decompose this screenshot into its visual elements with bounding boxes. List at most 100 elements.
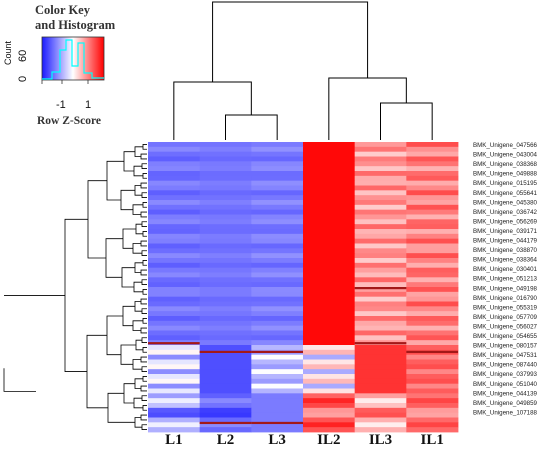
heatmap-cell <box>251 142 304 148</box>
heatmap-cell <box>251 296 304 302</box>
row-label: BMK_Unigene_038368 <box>473 161 538 168</box>
heatmap-cell <box>251 291 304 298</box>
heatmap-cell <box>303 354 356 360</box>
heatmap-cell <box>406 364 459 370</box>
heatmap-cell <box>406 195 459 201</box>
heatmap-cell <box>251 354 304 360</box>
heatmap-cell <box>406 335 459 341</box>
heatmap-cell <box>148 214 201 220</box>
heatmap-cell <box>406 272 459 278</box>
heatmap-cell <box>148 422 201 428</box>
heatmap-cell <box>303 185 356 191</box>
heatmap-cell <box>251 151 304 157</box>
heatmap-cell <box>148 209 201 215</box>
color-key-gradient <box>41 36 105 81</box>
heatmap-cell <box>148 417 201 423</box>
heatmap-cell <box>303 161 356 167</box>
heatmap-cell <box>251 340 304 346</box>
heatmap-cell <box>354 383 407 389</box>
heatmap-cell <box>148 359 201 365</box>
heatmap-cell <box>354 359 407 365</box>
heatmap-cell <box>148 374 201 380</box>
heatmap-cell <box>303 195 356 201</box>
row-label: BMK_Unigene_051213 <box>473 276 538 283</box>
heatmap-cell <box>148 407 201 414</box>
heatmap-cell <box>303 142 356 148</box>
heatmap-cell <box>354 287 407 290</box>
row-label: BMK_Unigene_057709 <box>473 314 538 321</box>
heatmap-cell <box>303 378 356 385</box>
heatmap-cell <box>406 190 459 196</box>
heatmap-cell <box>354 403 407 409</box>
heatmap-cell <box>406 427 459 433</box>
heatmap-cell <box>354 369 407 375</box>
heatmap-cell <box>251 229 304 235</box>
heatmap-cell <box>406 282 459 288</box>
heatmap-cell <box>406 219 459 225</box>
heatmap-cell <box>354 412 407 418</box>
heatmap-cell <box>303 258 356 264</box>
row-label: BMK_Unigene_051040 <box>473 381 538 388</box>
heatmap-cell <box>251 330 304 336</box>
heatmap-cell <box>303 335 356 341</box>
heatmap-cell <box>199 180 252 186</box>
heatmap-cell <box>199 267 252 273</box>
heatmap-cell <box>251 335 304 341</box>
heatmap-cell <box>406 422 459 428</box>
heatmap-cell <box>148 229 201 235</box>
heatmap-cell <box>199 253 252 259</box>
heatmap-cell <box>199 296 252 302</box>
heatmap-cell <box>199 398 252 404</box>
heatmap-cell <box>354 195 407 201</box>
heatmap-cell <box>303 374 356 380</box>
heatmap-cell <box>303 364 356 370</box>
heatmap-cell <box>406 287 459 293</box>
heatmap-cell <box>303 200 356 206</box>
heatmap-cell <box>251 422 304 428</box>
heatmap-cell <box>148 378 201 385</box>
heatmap-cell <box>303 166 356 172</box>
heatmap-cell <box>303 330 356 336</box>
heatmap-cell <box>406 388 459 394</box>
heatmap-cell <box>354 398 407 404</box>
heatmap-cell <box>354 354 407 360</box>
heatmap-cell <box>199 383 252 389</box>
heatmap-cell <box>251 393 304 399</box>
heatmap-cell <box>199 161 252 167</box>
heatmap-cell <box>303 175 356 182</box>
heatmap-cell <box>406 291 459 298</box>
color-key-title-line2: and Histogram <box>35 18 116 32</box>
heatmap-cell <box>406 253 459 259</box>
heatmap-cell <box>406 407 459 414</box>
heatmap-cell <box>303 359 356 365</box>
heatmap-cell <box>303 311 356 317</box>
heatmap-cell <box>354 306 407 312</box>
heatmap-cell <box>354 238 407 244</box>
heatmap-cell <box>251 383 304 389</box>
heatmap-cell <box>354 233 407 240</box>
heatmap-cell <box>406 156 459 162</box>
row-labels: BMK_Unigene_047566 BMK_Unigene_043004 BMK_… <box>473 142 538 416</box>
heatmap-cell <box>148 427 201 433</box>
heatmap-cell <box>354 427 407 433</box>
heatmap-cell <box>199 364 252 370</box>
heatmap-cell <box>251 364 304 370</box>
heatmap-cell <box>199 306 252 312</box>
heatmap-cell <box>354 214 407 220</box>
heatmap-cell <box>406 267 459 273</box>
heatmap-cell <box>148 219 201 225</box>
column-label: IL2 <box>317 432 340 448</box>
heatmap-cell <box>199 219 252 225</box>
heatmap-cell <box>199 316 252 322</box>
heatmap-cell <box>303 219 356 225</box>
heatmap-cell <box>303 388 356 394</box>
heatmap-cell <box>354 204 407 211</box>
heatmap-cell <box>406 204 459 211</box>
column-dendrogram <box>173 1 433 140</box>
heatmap-cell <box>148 388 201 394</box>
heatmap-cell <box>148 287 201 293</box>
heatmap-cell <box>354 417 407 423</box>
color-key-ylabel: Count <box>3 40 13 65</box>
heatmap-cell <box>148 161 201 167</box>
row-label: BMK_Unigene_049859 <box>473 400 538 407</box>
